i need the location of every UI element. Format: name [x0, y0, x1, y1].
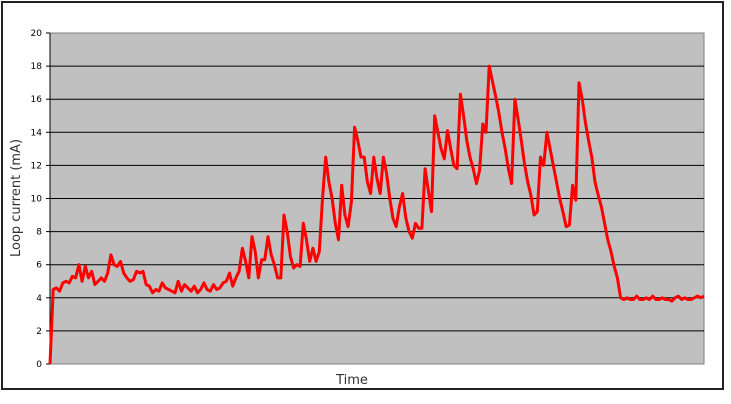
y-tick-label: 16 — [31, 95, 43, 105]
y-tick-label: 10 — [31, 195, 43, 205]
gridlines — [50, 65, 704, 332]
y-tick-label: 12 — [31, 161, 42, 171]
y-tick-label: 4 — [36, 294, 42, 304]
y-tick-label: 20 — [31, 29, 43, 39]
y-tick-label: 2 — [36, 327, 42, 337]
y-tick-label: 6 — [36, 261, 42, 271]
series-line — [48, 64, 705, 365]
y-tick-label: 0 — [36, 360, 42, 370]
x-axis-label: Time — [335, 373, 368, 388]
y-tick-label: 8 — [36, 228, 42, 238]
y-axis-ticks: 0 2 4 6 8 10 12 14 16 18 20 — [31, 29, 50, 370]
y-tick-label: 14 — [31, 128, 43, 138]
y-axis-label: Loop current (mA) — [9, 139, 24, 257]
y-tick-label: 18 — [31, 62, 43, 72]
